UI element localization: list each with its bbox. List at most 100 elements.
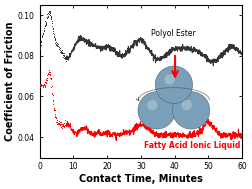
Point <box>46 11 50 14</box>
Point <box>55 45 59 48</box>
Point <box>53 115 57 118</box>
Point <box>61 124 66 127</box>
Point <box>54 42 58 45</box>
Point <box>38 82 42 85</box>
Point <box>64 121 68 124</box>
Point <box>51 26 55 29</box>
Point <box>54 41 58 44</box>
Point <box>47 9 51 12</box>
Point <box>53 112 57 115</box>
Point <box>40 84 44 87</box>
Point <box>48 73 52 76</box>
Point <box>43 25 47 28</box>
Point <box>41 85 45 88</box>
Point <box>41 32 45 35</box>
Point <box>52 108 56 111</box>
Point <box>44 22 48 25</box>
Point <box>62 119 67 122</box>
Point <box>38 48 42 51</box>
Point <box>42 82 46 85</box>
Point <box>61 122 65 125</box>
Point <box>40 84 44 87</box>
Point <box>46 12 50 15</box>
Point <box>61 53 65 56</box>
Point <box>45 76 49 79</box>
Point <box>61 54 65 57</box>
Text: Fatty Acid Ionic Liquid: Fatty Acid Ionic Liquid <box>144 141 241 150</box>
Point <box>40 83 44 86</box>
Point <box>45 17 49 20</box>
Point <box>43 83 47 86</box>
Point <box>41 84 45 88</box>
Point <box>39 40 43 43</box>
Point <box>64 56 68 59</box>
Point <box>39 83 43 86</box>
Point <box>46 72 50 75</box>
X-axis label: Contact Time, Minutes: Contact Time, Minutes <box>79 174 203 184</box>
Point <box>44 20 48 23</box>
Point <box>64 121 68 124</box>
Point <box>60 49 64 52</box>
Point <box>59 125 64 128</box>
Point <box>51 100 55 103</box>
Point <box>57 123 61 126</box>
Point <box>63 56 67 59</box>
Point <box>58 47 62 50</box>
Point <box>55 120 59 123</box>
Circle shape <box>155 66 193 103</box>
Point <box>55 41 59 44</box>
Point <box>49 78 53 81</box>
Point <box>47 9 51 12</box>
Point <box>57 50 61 53</box>
Point <box>55 123 59 126</box>
Point <box>48 9 52 12</box>
Point <box>59 125 63 128</box>
Point <box>40 36 44 39</box>
Point <box>64 55 68 58</box>
Point <box>52 109 56 112</box>
Point <box>48 11 52 14</box>
Point <box>50 22 54 25</box>
Point <box>42 28 46 31</box>
Circle shape <box>164 74 175 85</box>
Point <box>38 82 42 85</box>
Point <box>42 84 46 87</box>
Point <box>47 70 51 74</box>
Circle shape <box>181 100 192 110</box>
Point <box>63 56 67 59</box>
Point <box>42 28 46 31</box>
Point <box>44 23 48 26</box>
Point <box>63 123 67 126</box>
Point <box>54 44 58 47</box>
Point <box>45 74 49 77</box>
Point <box>52 35 56 38</box>
Point <box>52 109 56 112</box>
Point <box>62 125 66 128</box>
Point <box>47 72 51 75</box>
Point <box>44 81 48 84</box>
Point <box>43 20 47 23</box>
Point <box>45 16 49 19</box>
Point <box>63 124 67 127</box>
Point <box>56 122 60 125</box>
Point <box>43 25 47 28</box>
Point <box>40 34 44 37</box>
Point <box>49 16 53 19</box>
Point <box>62 51 66 54</box>
Point <box>53 108 57 112</box>
Point <box>44 78 48 81</box>
Point <box>43 23 47 26</box>
Point <box>52 33 56 36</box>
Point <box>50 84 54 88</box>
Point <box>51 93 55 96</box>
Point <box>38 46 42 49</box>
Point <box>44 81 48 84</box>
Point <box>49 14 53 17</box>
Point <box>49 76 53 79</box>
Point <box>60 51 64 54</box>
Point <box>48 14 52 17</box>
Point <box>64 59 68 62</box>
Point <box>45 16 49 19</box>
Point <box>41 32 45 35</box>
Point <box>47 68 51 71</box>
